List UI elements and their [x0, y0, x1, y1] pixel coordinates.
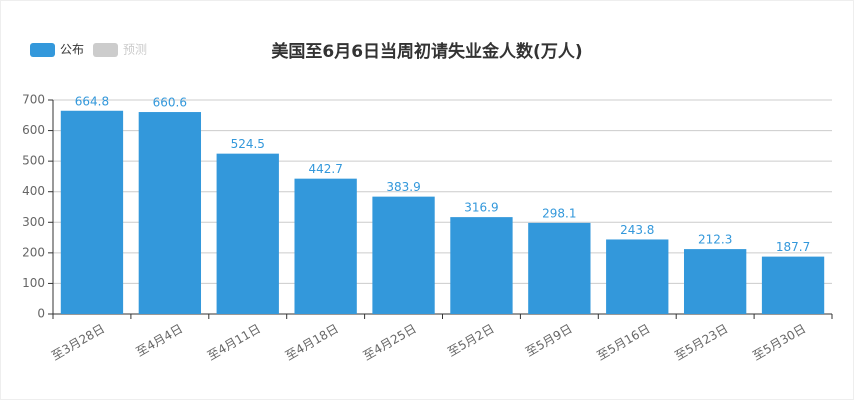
x-tick-label: 至5月2日	[445, 322, 496, 360]
x-tick-label: 至5月9日	[523, 322, 574, 360]
bar	[606, 239, 669, 314]
y-tick-label: 300	[22, 215, 45, 229]
legend-label[interactable]: 公布	[60, 43, 84, 57]
value-label: 316.9	[464, 201, 498, 215]
value-label: 660.6	[153, 96, 187, 110]
legend-swatch[interactable]	[93, 43, 118, 57]
y-tick-label: 700	[22, 93, 45, 107]
x-tick-label: 至4月11日	[205, 322, 263, 364]
legend-label[interactable]: 预测	[123, 43, 147, 57]
value-label: 212.3	[698, 233, 732, 247]
y-tick-label: 400	[22, 184, 45, 198]
x-tick-label: 至4月18日	[283, 322, 341, 364]
bar	[60, 110, 124, 315]
x-tick-label: 至5月16日	[594, 322, 652, 364]
y-tick-label: 500	[22, 154, 45, 168]
bar	[294, 178, 357, 314]
bar	[683, 249, 747, 314]
chart-title: 美国至6月6日当周初请失业金人数(万人)	[271, 41, 582, 62]
value-label: 442.7	[308, 162, 342, 176]
y-tick-label: 600	[22, 123, 45, 137]
x-tick-label: 至4月4日	[134, 322, 185, 360]
value-label: 383.9	[386, 180, 420, 194]
bar	[450, 217, 513, 314]
value-label: 187.7	[776, 240, 810, 254]
value-label: 298.1	[542, 206, 576, 220]
x-tick-label: 至3月28日	[49, 322, 107, 364]
bar	[372, 196, 435, 314]
x-tick-label: 至4月25日	[361, 322, 419, 364]
value-label: 524.5	[231, 137, 265, 151]
bar	[216, 153, 279, 314]
bar	[528, 222, 591, 314]
bar	[761, 256, 825, 314]
x-tick-label: 至5月30日	[750, 322, 808, 364]
value-label: 243.8	[620, 223, 654, 237]
value-label: 664.8	[75, 94, 109, 108]
y-tick-label: 100	[22, 276, 45, 290]
legend-swatch[interactable]	[30, 43, 55, 57]
bar	[138, 112, 202, 315]
y-tick-label: 200	[22, 245, 45, 259]
y-tick-label: 0	[37, 307, 45, 321]
x-tick-label: 至5月23日	[672, 322, 730, 364]
